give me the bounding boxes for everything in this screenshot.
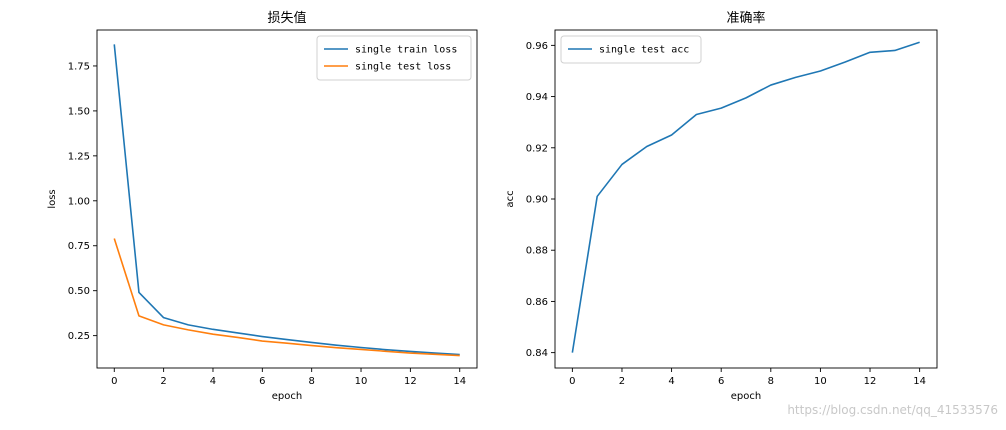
legend-label-1: single train loss (355, 45, 457, 56)
x-tick-label: 10 (814, 376, 827, 387)
charts: 损失值 0 2 4 6 8 10 12 14 0.25 0.50 0.75 1.00 1.25 1.50 1.… (47, 10, 938, 402)
x-tick-label: 4 (210, 376, 216, 387)
chart-title: 损失值 (267, 10, 306, 26)
y-tick-label: 1.00 (68, 196, 90, 207)
legend-box (560, 35, 702, 64)
x-axis-label: epoch (731, 391, 761, 402)
x-tick-label: 4 (668, 376, 674, 387)
x-tick-label: 12 (404, 376, 417, 387)
chart-1: 损失值 0 2 4 6 8 10 12 14 0.25 0.50 0.75 1.00 1.25 1.50 1.… (47, 10, 478, 402)
watermark: https://blog.csdn.net/qq_41533576 (787, 403, 998, 417)
series-line-1 (113, 44, 460, 356)
y-tick-label: 0.84 (526, 348, 548, 359)
x-tick-label: 14 (913, 376, 926, 387)
legend-box (316, 35, 472, 81)
y-tick-label: 1.50 (68, 106, 90, 117)
chart-2: 准确率 0 2 4 6 8 10 12 14 0.84 0.86 0.88 0.90 0.92 0.94 0.… (505, 10, 938, 402)
legend: single test acc (560, 35, 702, 64)
plot-frame (96, 29, 478, 369)
x-tick-label: 2 (160, 376, 166, 387)
legend-label-2: single test loss (355, 62, 451, 73)
y-tick-label: 0.94 (526, 92, 548, 103)
x-tick-label: 6 (259, 376, 265, 387)
x-tick-label: 12 (864, 376, 877, 387)
y-tick-label: 0.88 (526, 246, 548, 257)
series-line-2 (113, 238, 460, 357)
chart-title: 准确率 (726, 10, 765, 26)
y-tick-label: 0.96 (526, 41, 548, 52)
x-tick-label: 8 (308, 376, 314, 387)
x-tick-label: 0 (569, 376, 575, 387)
y-axis-label: acc (505, 190, 516, 207)
x-tick-label: 6 (718, 376, 724, 387)
series-line-1 (571, 41, 920, 353)
x-tick-label: 10 (355, 376, 368, 387)
y-tick-label: 0.50 (68, 286, 90, 297)
y-tick-label: 1.75 (68, 61, 90, 72)
x-axis-label: epoch (272, 391, 302, 402)
x-tick-label: 8 (768, 376, 774, 387)
y-tick-label: 0.86 (526, 297, 548, 308)
y-tick-label: 0.92 (526, 143, 548, 154)
y-axis-label: loss (47, 189, 58, 208)
legend: single train loss single test loss (316, 35, 472, 81)
x-tick-label: 0 (111, 376, 117, 387)
x-tick-label: 2 (619, 376, 625, 387)
legend-label-1: single test acc (599, 45, 689, 56)
y-tick-label: 0.25 (68, 331, 90, 342)
x-tick-label: 14 (453, 376, 466, 387)
y-tick-label: 0.90 (526, 195, 548, 206)
y-tick-label: 1.25 (68, 151, 90, 162)
y-tick-label: 0.75 (68, 241, 90, 252)
